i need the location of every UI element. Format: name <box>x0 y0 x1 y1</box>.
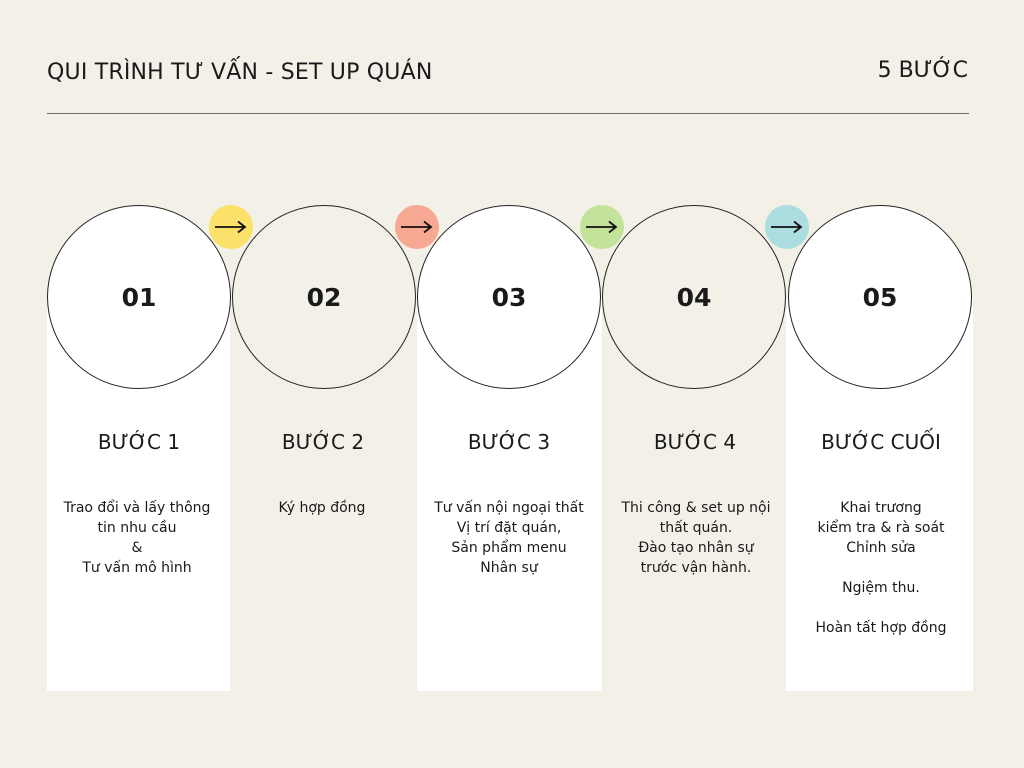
arrow-right-icon <box>580 205 624 249</box>
step-label-4: BƯỚC 4 <box>653 430 737 454</box>
step-description-5: Khai trương kiểm tra & rà soát Chỉnh sửa… <box>815 500 947 636</box>
step-number: 04 <box>676 282 712 312</box>
header-divider <box>47 113 969 114</box>
step-label-5: BƯỚC CUỐI <box>821 430 941 454</box>
step-label-2: BƯỚC 2 <box>281 430 365 454</box>
step-circle-3: 03 <box>417 205 601 389</box>
page-title: QUI TRÌNH TƯ VẤN - SET UP QUÁN <box>47 60 433 85</box>
step-label-1: BƯỚC 1 <box>97 430 181 454</box>
step-circle-5: 05 <box>788 205 972 389</box>
arrow-right-icon <box>209 205 253 249</box>
arrow-right-icon <box>395 205 439 249</box>
step-number: 01 <box>121 282 157 312</box>
step-description-2: Ký hợp đồng <box>278 500 366 516</box>
step-description-3: Tư vấn nội ngoại thất Vị trí đặt quán, S… <box>434 500 584 576</box>
arrow-right-icon <box>765 205 809 249</box>
step-number: 02 <box>306 282 342 312</box>
step-description-1: Trao đổi và lấy thông tin nhu cầu & Tư v… <box>63 500 211 576</box>
step-circle-2: 02 <box>232 205 416 389</box>
step-label-3: BƯỚC 3 <box>467 430 551 454</box>
step-number: 03 <box>491 282 527 312</box>
step-circle-4: 04 <box>602 205 786 389</box>
step-description-4: Thi công & set up nội thất quán. Đào tạo… <box>621 500 771 576</box>
steps-count: 5 BƯỚC <box>877 58 968 83</box>
step-number: 05 <box>862 282 898 312</box>
step-circle-1: 01 <box>47 205 231 389</box>
